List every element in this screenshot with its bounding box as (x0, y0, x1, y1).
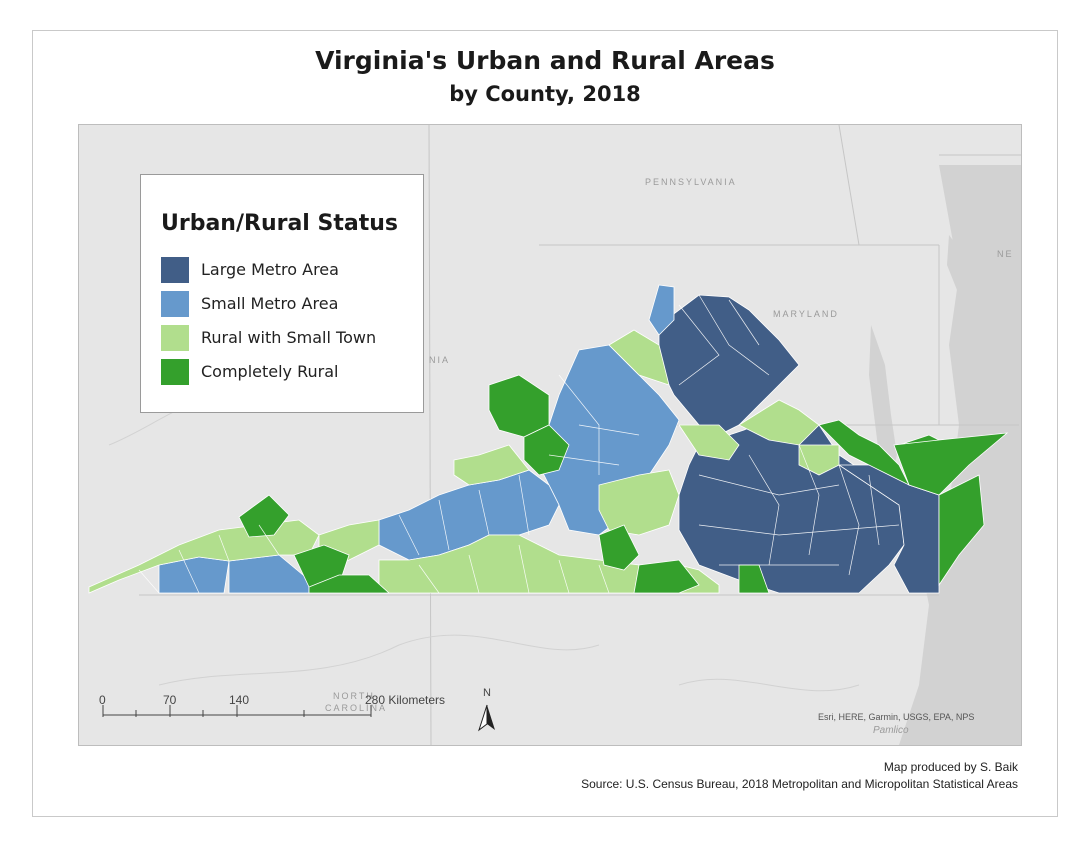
scale-tick-0: 0 (99, 693, 106, 707)
north-carolina-label-1: NORTH (333, 691, 375, 701)
legend-swatch-rural-small-town (161, 325, 189, 351)
scale-tick-280: 280 Kilometers (365, 693, 446, 707)
legend: Urban/Rural Status Large Metro Area Smal… (140, 174, 424, 413)
legend-label-large-metro: Large Metro Area (201, 260, 339, 279)
legend-swatch-large-metro (161, 257, 189, 283)
west-virginia-label: NIA (429, 355, 451, 365)
county-lines (138, 294, 900, 594)
map-title: Virginia's Urban and Rural Areas (315, 46, 775, 75)
region-rural-small-town (88, 329, 840, 594)
source-credit: Source: U.S. Census Bureau, 2018 Metropo… (581, 777, 1018, 791)
legend-swatch-small-metro (161, 291, 189, 317)
map-subtitle: by County, 2018 (449, 82, 641, 106)
map-canvas (88, 125, 1021, 745)
legend-label-small-metro: Small Metro Area (201, 294, 339, 313)
legend-label-completely-rural: Completely Rural (201, 362, 339, 381)
region-completely-rural (238, 374, 1009, 594)
north-arrow-icon (478, 704, 495, 732)
pennsylvania-label: PENNSYLVANIA (645, 177, 737, 187)
region-large-metro (658, 294, 940, 594)
state-borders (139, 125, 1021, 745)
scale-tick-70: 70 (163, 693, 177, 707)
region-small-metro (158, 284, 680, 594)
basemap-credit: Esri, HERE, Garmin, USGS, EPA, NPS (818, 712, 975, 722)
north-carolina-label-2: CAROLINA (325, 703, 388, 713)
chesapeake-bay (869, 325, 897, 485)
legend-swatch-completely-rural (161, 359, 189, 385)
delaware-bay (947, 235, 979, 315)
scale-bar (102, 705, 372, 717)
maryland-label: MARYLAND (773, 309, 839, 319)
produced-by-credit: Map produced by S. Baik (883, 760, 1018, 774)
legend-label-rural-small-town: Rural with Small Town (201, 328, 377, 347)
north-arrow-label: N (483, 687, 491, 699)
scale-tick-140: 140 (229, 693, 250, 707)
pamlico-label: Pamlico (873, 725, 909, 736)
legend-title: Urban/Rural Status (161, 211, 398, 236)
new-jersey-label: NE (997, 249, 1014, 259)
